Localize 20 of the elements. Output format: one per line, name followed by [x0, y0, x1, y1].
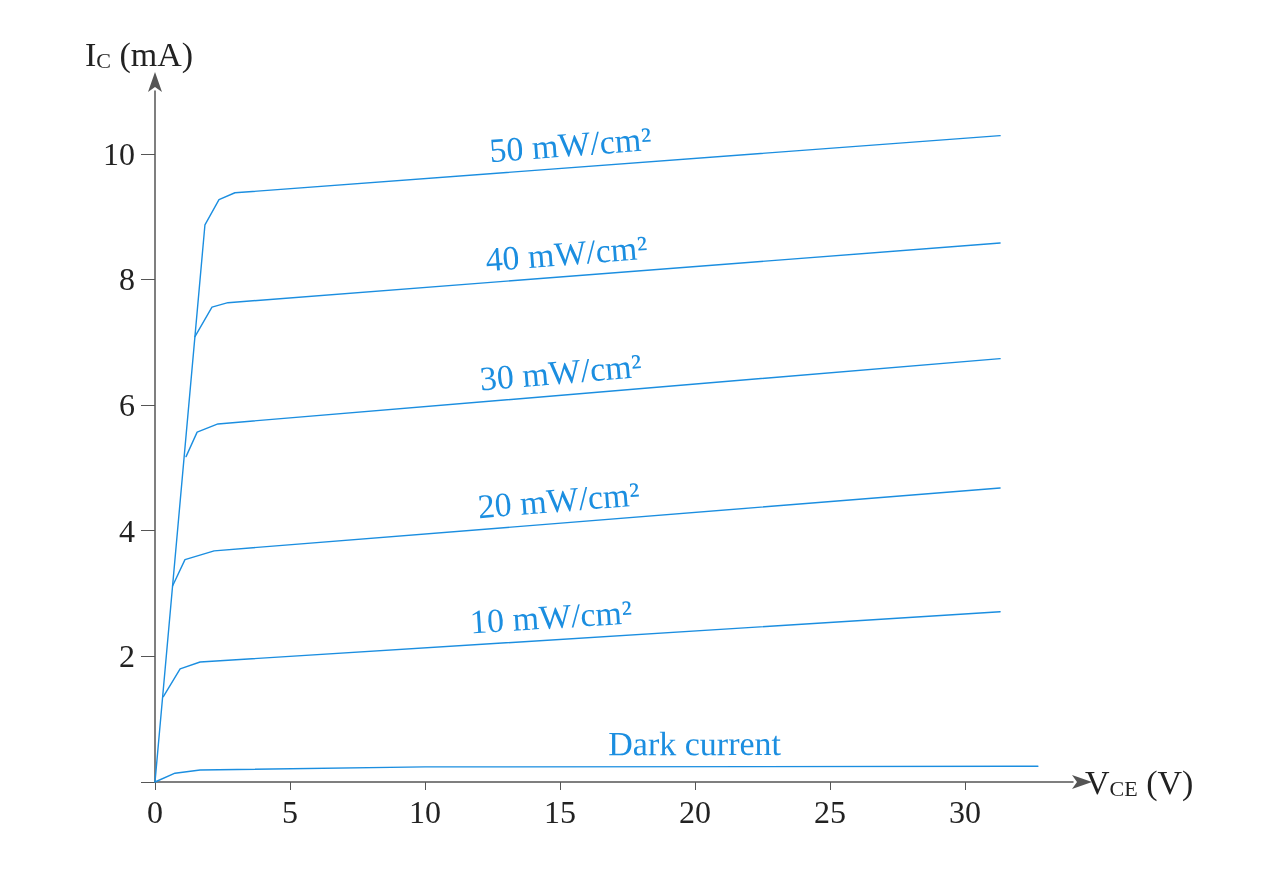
y-tick-label: 2 — [119, 638, 135, 675]
series-label: 50 mW/cm² — [488, 120, 653, 170]
y-axis-title: IC (mA) — [85, 35, 194, 74]
series-label: 10 mW/cm² — [468, 593, 634, 641]
x-tick-label: 30 — [949, 794, 981, 830]
x-tick-label: 20 — [679, 794, 711, 830]
x-tick-label: 25 — [814, 794, 846, 830]
x-tick-label: 10 — [409, 794, 441, 830]
x-axis-title: VCE (V) — [1085, 763, 1194, 802]
x-tick-label: 0 — [147, 794, 163, 830]
series-label: Dark current — [608, 725, 782, 763]
series-label: 20 mW/cm² — [476, 475, 641, 526]
y-tick-label: 6 — [119, 387, 135, 424]
series-label: 30 mW/cm² — [478, 347, 644, 398]
x-tick-label: 5 — [282, 794, 298, 830]
y-tick-label: 8 — [119, 261, 135, 298]
x-tick-label: 15 — [544, 794, 576, 830]
y-tick-label: 10 — [103, 135, 135, 172]
y-tick-label: 4 — [119, 512, 135, 549]
series-label: 40 mW/cm² — [484, 228, 649, 279]
